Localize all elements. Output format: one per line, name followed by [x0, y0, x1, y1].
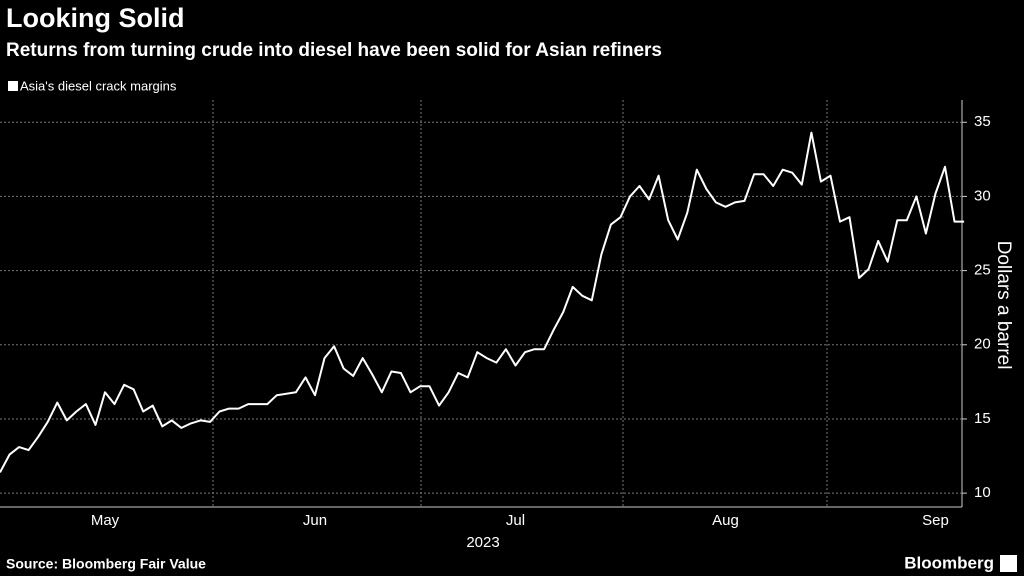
source: Source: Bloomberg Fair Value	[6, 556, 206, 572]
y-tick-label: 35	[974, 113, 991, 130]
chart-title: Looking Solid	[6, 3, 184, 33]
y-tick-label: 10	[974, 484, 991, 501]
y-tick-label: 30	[974, 187, 991, 204]
x-tick-label: Jul	[506, 512, 525, 529]
y-tick-label: 15	[974, 410, 991, 427]
legend-swatch	[8, 81, 18, 91]
legend-label: Asia's diesel crack margins	[20, 78, 177, 93]
x-axis-label: 2023	[466, 534, 499, 551]
x-tick-label: May	[91, 512, 120, 529]
brand-icon	[1000, 555, 1017, 572]
x-tick-label: Jun	[303, 512, 327, 529]
y-tick-label: 20	[974, 336, 991, 353]
x-tick-label: Sep	[922, 512, 949, 529]
y-axis-label: Dollars a barrel	[993, 241, 1014, 370]
brand: Bloomberg	[904, 553, 994, 572]
month-dividers	[212, 100, 828, 507]
x-tick-label: Aug	[712, 512, 739, 529]
y-tick-label: 25	[974, 262, 991, 279]
chart-subtitle: Returns from turning crude into diesel h…	[6, 40, 662, 61]
line-series	[0, 131, 965, 473]
